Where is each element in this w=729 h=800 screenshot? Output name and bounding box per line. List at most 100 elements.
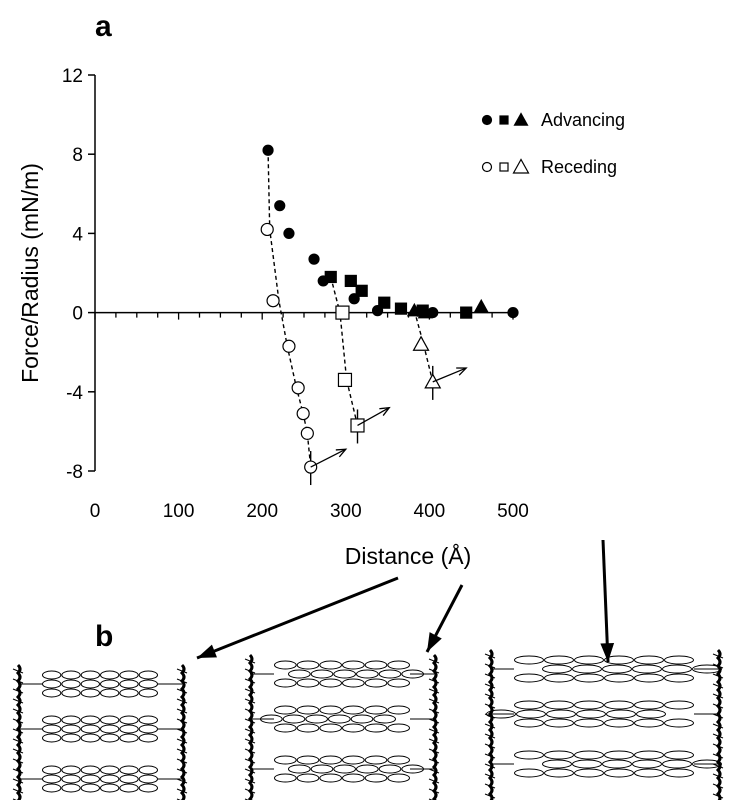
lipid-ellipse	[296, 773, 320, 783]
lipid-ellipse	[100, 688, 120, 698]
lipid-ellipse	[42, 688, 62, 698]
lipid-ellipse	[574, 768, 604, 778]
y-axis-title: Force/Radius (mN/m)	[17, 163, 43, 383]
tail	[712, 723, 724, 729]
lipid-ellipse	[364, 773, 388, 783]
legend-marker	[499, 115, 509, 125]
y-tick-label: -4	[66, 383, 83, 404]
data-point	[300, 426, 314, 440]
lipid-ellipse	[387, 755, 410, 765]
lipid-ellipse	[514, 768, 544, 778]
bilayer-schematic	[12, 663, 188, 800]
tail	[484, 663, 496, 669]
axis-titles: Distance (Å) Force/Radius (mN/m)	[17, 163, 471, 569]
lipid-ellipse	[319, 660, 342, 670]
tail	[244, 708, 256, 714]
arrow-head	[379, 406, 391, 416]
data-point	[460, 306, 473, 319]
lipid-ellipse	[514, 673, 544, 683]
lipid-ellipse	[632, 664, 662, 674]
lipid-ellipse	[356, 764, 379, 774]
tail	[176, 668, 188, 674]
lipid-ellipse	[80, 688, 101, 698]
lipid-ellipse	[80, 774, 101, 784]
tail	[428, 758, 440, 764]
tail	[176, 698, 188, 704]
tail	[712, 783, 724, 789]
tail	[484, 733, 496, 739]
lipid-ellipse	[296, 755, 320, 765]
tail	[12, 738, 24, 744]
chart-axes: -8 -4 0 4 8 12 0 100 200 300 400 500	[62, 66, 529, 522]
lipid-ellipse	[319, 755, 342, 765]
x-tick-label: 400	[414, 501, 446, 522]
membrane-wall	[431, 653, 438, 800]
lipid-ellipse	[662, 759, 692, 769]
lipid-ellipse	[544, 750, 574, 760]
lipid-ellipse	[664, 673, 694, 683]
tail	[244, 758, 256, 764]
lipid-ellipse	[328, 714, 351, 724]
data-point	[262, 144, 274, 156]
lipid-ellipse	[546, 709, 576, 719]
lipid-ellipse	[100, 715, 120, 725]
tail	[712, 733, 724, 739]
lipid-ellipse	[138, 724, 158, 734]
lipid-ellipse	[572, 759, 602, 769]
tail	[176, 788, 188, 794]
tail	[484, 783, 496, 789]
lipid-ellipse	[378, 669, 402, 679]
lipid-ellipse	[387, 773, 410, 783]
lipid-ellipse	[42, 774, 62, 784]
lipid-ellipse	[100, 679, 120, 689]
lipid-ellipse	[42, 670, 62, 680]
tail	[484, 703, 496, 709]
tail	[712, 683, 724, 689]
lipid-ellipse	[342, 660, 365, 670]
lipid-ellipse	[604, 673, 634, 683]
tail	[484, 693, 496, 699]
lipid-ellipse	[602, 664, 632, 674]
lipid-ellipse	[542, 664, 572, 674]
tail	[484, 753, 496, 759]
lipid-ellipse	[138, 783, 158, 793]
lipid-ellipse	[42, 765, 62, 775]
tail	[176, 718, 188, 724]
lipid-ellipse	[378, 764, 402, 774]
data-point	[507, 307, 519, 319]
tail	[12, 788, 24, 794]
tail	[12, 698, 24, 704]
lipid-ellipse	[333, 669, 356, 679]
tail	[176, 728, 188, 734]
tail	[244, 698, 256, 704]
lipid-ellipse	[80, 733, 101, 743]
tail	[12, 688, 24, 694]
tail	[244, 718, 256, 724]
data-point	[394, 302, 408, 315]
lipid-ellipse	[664, 768, 694, 778]
pointer-arrow	[601, 539, 610, 663]
data-point	[291, 381, 305, 395]
lipid-ellipse	[664, 700, 694, 710]
lipid-ellipse	[664, 750, 694, 760]
x-tick-label: 0	[90, 501, 101, 522]
lipid-ellipse	[514, 700, 544, 710]
tail	[712, 703, 724, 709]
membrane-wall	[179, 663, 186, 800]
tail	[712, 653, 724, 659]
tail	[12, 718, 24, 724]
tail	[12, 728, 24, 734]
lipid-ellipse	[634, 768, 664, 778]
lipid-ellipse	[319, 678, 342, 688]
y-tick-label: -8	[66, 462, 83, 483]
pointer-arrowhead	[600, 642, 615, 662]
data-point	[283, 227, 295, 239]
lipid-ellipse	[42, 715, 62, 725]
lipid-ellipse	[138, 715, 158, 725]
legend-marker	[481, 161, 493, 173]
lipid-ellipse	[574, 673, 604, 683]
lipid-ellipse	[61, 688, 81, 698]
x-tick-label: 300	[330, 501, 362, 522]
data-point	[417, 304, 433, 319]
pointer-arrowhead	[197, 644, 217, 658]
